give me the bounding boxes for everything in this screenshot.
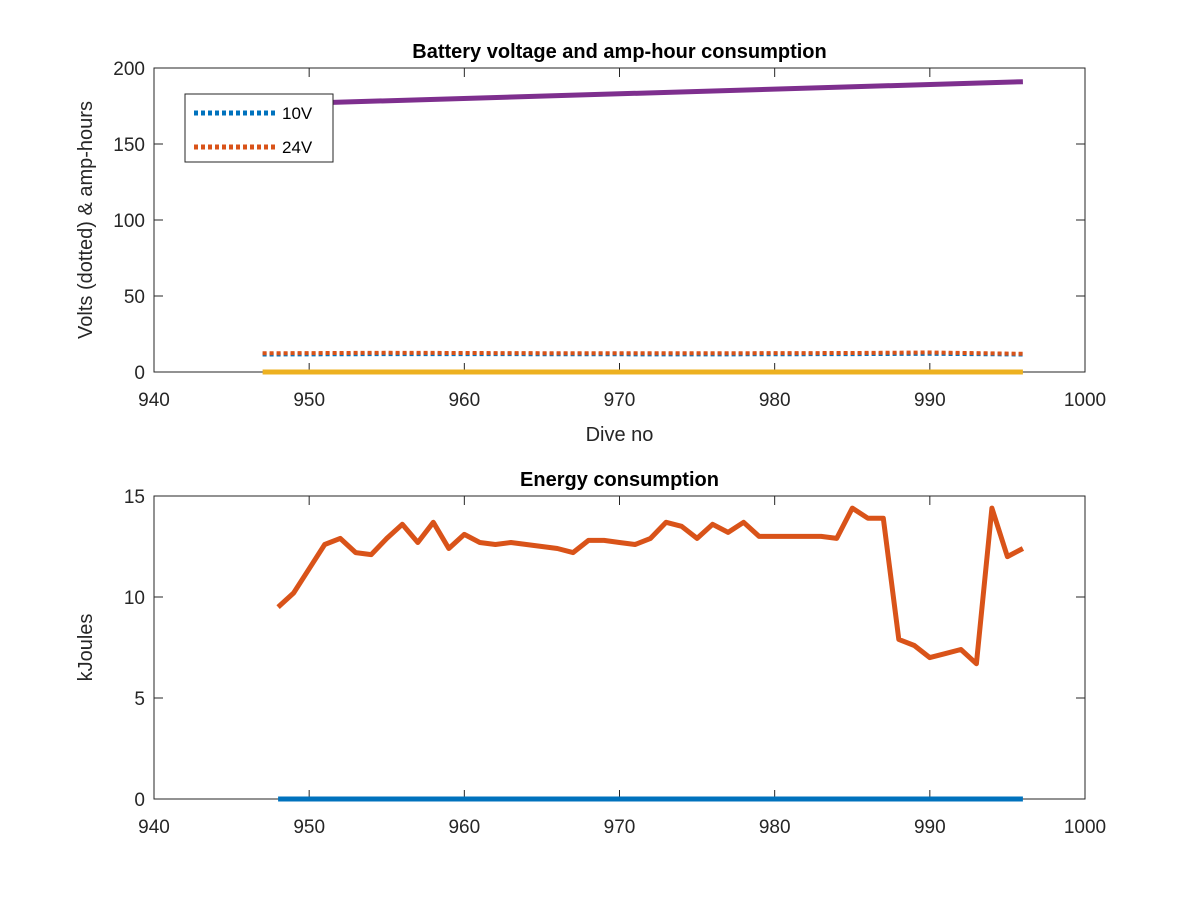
y-tick-label: 50 bbox=[124, 287, 145, 308]
x-tick-label: 940 bbox=[138, 817, 170, 838]
y-tick-label: 15 bbox=[124, 487, 145, 508]
x-tick-label: 950 bbox=[293, 817, 325, 838]
energy-y-axis-label: kJoules bbox=[75, 614, 97, 682]
x-tick-label: 980 bbox=[759, 390, 791, 411]
x-tick-label: 960 bbox=[448, 817, 480, 838]
x-tick-label: 970 bbox=[604, 817, 636, 838]
x-tick-label: 940 bbox=[138, 390, 170, 411]
x-tick-label: 1000 bbox=[1064, 390, 1106, 411]
x-tick-label: 960 bbox=[448, 390, 480, 411]
y-tick-label: 150 bbox=[113, 135, 145, 156]
x-tick-label: 970 bbox=[604, 390, 636, 411]
battery-x-axis-label: Dive no bbox=[586, 424, 654, 446]
series-line-24v bbox=[262, 350, 1023, 356]
y-tick-label: 0 bbox=[134, 363, 145, 384]
x-tick-label: 990 bbox=[914, 390, 946, 411]
energy-chart: 940 950 960 970 980 990 1000 0 5 10 15 Energy con… bbox=[75, 469, 1106, 838]
energy-y-ticks: 0 5 10 15 bbox=[124, 487, 1085, 811]
series-line-3 bbox=[262, 79, 1023, 107]
x-tick-label: 990 bbox=[914, 817, 946, 838]
x-tick-label: 1000 bbox=[1064, 817, 1106, 838]
legend-label-10v: 10V bbox=[282, 104, 313, 123]
battery-y-axis-label: Volts (dotted) & amp-hours bbox=[75, 101, 97, 339]
series-line-1 bbox=[276, 505, 1025, 667]
battery-series bbox=[262, 79, 1023, 375]
legend-box bbox=[184, 93, 334, 163]
y-tick-label: 200 bbox=[113, 59, 145, 80]
energy-series bbox=[276, 505, 1025, 802]
battery-chart-title: Battery voltage and amp-hour consumption bbox=[412, 41, 826, 63]
battery-y-ticks: 0 50 100 150 200 bbox=[113, 59, 1085, 384]
x-tick-label: 980 bbox=[759, 817, 791, 838]
battery-legend: 10V 24V bbox=[184, 93, 334, 163]
energy-x-ticks: 940 950 960 970 980 990 1000 bbox=[138, 496, 1106, 838]
battery-chart: 940 950 960 970 980 990 1000 0 50 100 150 200 Batt… bbox=[75, 41, 1106, 446]
x-tick-label: 950 bbox=[293, 390, 325, 411]
y-tick-label: 0 bbox=[134, 790, 145, 811]
energy-chart-title: Energy consumption bbox=[520, 469, 719, 491]
y-tick-label: 5 bbox=[134, 689, 145, 710]
legend-label-24v: 24V bbox=[282, 138, 313, 157]
battery-x-ticks: 940 950 960 970 980 990 1000 bbox=[138, 68, 1106, 411]
y-tick-label: 100 bbox=[113, 211, 145, 232]
y-tick-label: 10 bbox=[124, 588, 145, 609]
